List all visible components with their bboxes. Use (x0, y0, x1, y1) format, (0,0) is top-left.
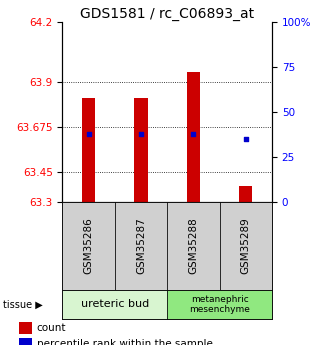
Point (139, 131, 144, 136)
Bar (62, 202, 115, 290)
Text: metanephric
mesenchyme: metanephric mesenchyme (189, 295, 250, 314)
Bar (115, 202, 167, 290)
Text: GSM35288: GSM35288 (188, 217, 198, 274)
Bar (167, 290, 272, 319)
Bar (19, 322, 32, 334)
Bar (19, 338, 32, 345)
Bar (82, 98, 95, 202)
Point (86, 131, 91, 136)
Point (243, 136, 248, 142)
Text: count: count (37, 323, 66, 333)
Text: ureteric bud: ureteric bud (81, 299, 149, 309)
Bar (187, 72, 200, 202)
Point (191, 131, 196, 136)
Text: GSM35286: GSM35286 (84, 217, 93, 274)
Bar (134, 98, 148, 202)
Text: percentile rank within the sample: percentile rank within the sample (37, 338, 212, 345)
Bar (220, 202, 272, 290)
Text: GSM35287: GSM35287 (136, 217, 146, 274)
Text: tissue ▶: tissue ▶ (3, 299, 43, 309)
Bar (62, 290, 167, 319)
Title: GDS1581 / rc_C06893_at: GDS1581 / rc_C06893_at (80, 7, 254, 21)
Bar (239, 186, 252, 202)
Text: GSM35289: GSM35289 (241, 217, 251, 274)
Bar (167, 202, 220, 290)
